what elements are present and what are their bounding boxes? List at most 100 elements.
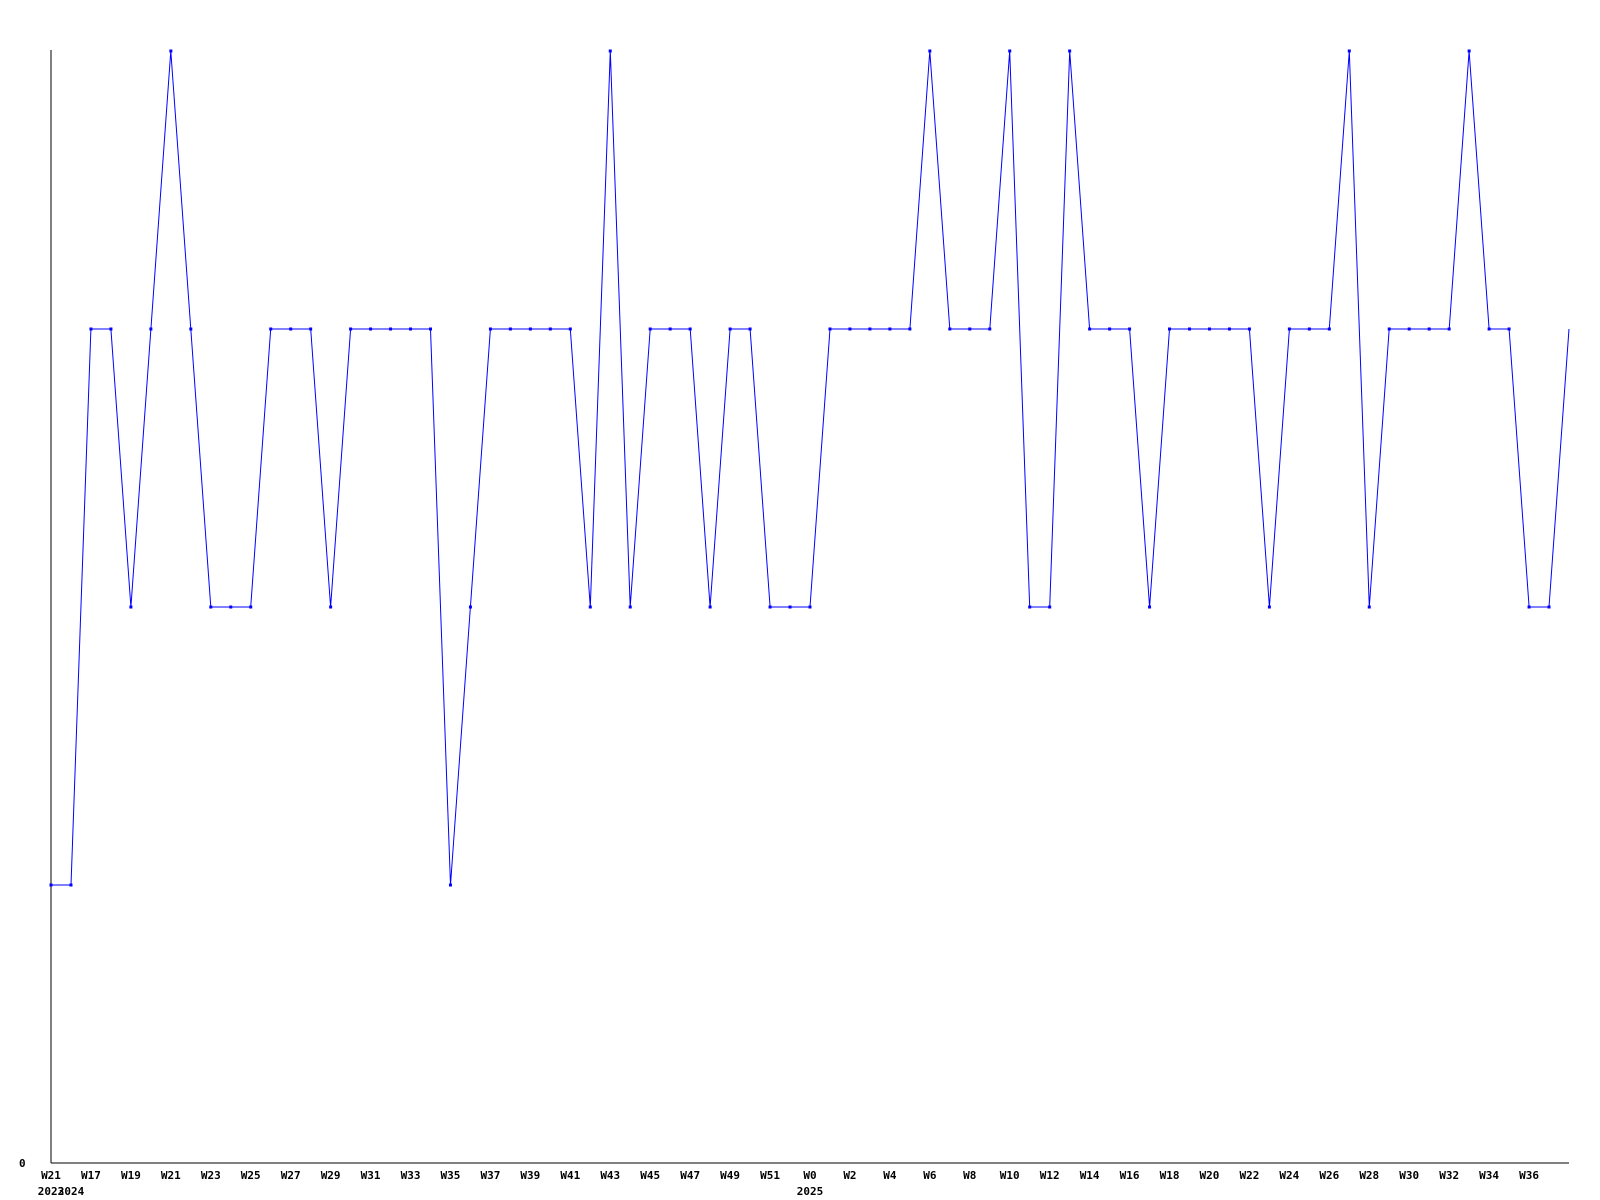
data-point bbox=[588, 605, 592, 609]
x-tick-label: W23 bbox=[201, 1169, 221, 1182]
data-point bbox=[1028, 605, 1032, 609]
x-tick-label: W4 bbox=[883, 1169, 897, 1182]
data-point bbox=[1168, 327, 1172, 331]
data-point bbox=[1068, 49, 1072, 53]
data-point bbox=[49, 883, 53, 887]
data-point bbox=[788, 605, 792, 609]
x-tick-label: W20 bbox=[1200, 1169, 1220, 1182]
x-tick-label: W49 bbox=[720, 1169, 740, 1182]
data-point bbox=[468, 605, 472, 609]
data-point bbox=[928, 49, 932, 53]
data-point bbox=[648, 327, 652, 331]
data-point bbox=[508, 327, 512, 331]
year-label: 2025 bbox=[797, 1185, 824, 1198]
data-point bbox=[908, 327, 912, 331]
data-point bbox=[109, 327, 113, 331]
x-tick-label: W25 bbox=[241, 1169, 261, 1182]
data-point bbox=[189, 327, 193, 331]
data-point bbox=[1148, 605, 1152, 609]
data-point bbox=[289, 327, 293, 331]
data-point bbox=[309, 327, 313, 331]
x-tick-label: W0 bbox=[803, 1169, 816, 1182]
x-tick-label: W21 bbox=[41, 1169, 61, 1182]
data-point bbox=[568, 327, 572, 331]
data-point bbox=[668, 327, 672, 331]
x-tick-label: W51 bbox=[760, 1169, 780, 1182]
data-point bbox=[1307, 327, 1311, 331]
x-tick-label: W21 bbox=[161, 1169, 181, 1182]
data-point bbox=[1267, 605, 1271, 609]
year-label: 2024 bbox=[58, 1185, 85, 1198]
x-tick-label: W10 bbox=[1000, 1169, 1020, 1182]
data-point bbox=[1287, 327, 1291, 331]
x-tick-label: W34 bbox=[1479, 1169, 1499, 1182]
data-point bbox=[1247, 327, 1251, 331]
data-point bbox=[1008, 49, 1012, 53]
data-point bbox=[968, 327, 972, 331]
data-point bbox=[1347, 49, 1351, 53]
x-tick-label: W36 bbox=[1519, 1169, 1539, 1182]
data-point bbox=[1507, 327, 1511, 331]
x-tick-label: W12 bbox=[1040, 1169, 1060, 1182]
data-point bbox=[1108, 327, 1112, 331]
data-point bbox=[1227, 327, 1231, 331]
x-tick-labels: W21 W17 W19 W21 W23 W25 W27 W29 W31 W33 W35 W37 W39 W… bbox=[38, 1169, 1540, 1198]
x-tick-label: W19 bbox=[121, 1169, 141, 1182]
data-point bbox=[988, 327, 992, 331]
data-point bbox=[768, 605, 772, 609]
x-tick-label: W24 bbox=[1279, 1169, 1299, 1182]
x-tick-label: W28 bbox=[1359, 1169, 1379, 1182]
data-point bbox=[628, 605, 632, 609]
data-point bbox=[1088, 327, 1092, 331]
data-point bbox=[89, 327, 93, 331]
x-tick-label: W14 bbox=[1080, 1169, 1100, 1182]
data-point bbox=[1387, 327, 1391, 331]
x-tick-label: W39 bbox=[520, 1169, 540, 1182]
data-point bbox=[69, 883, 73, 887]
x-tick-label: W22 bbox=[1239, 1169, 1259, 1182]
data-point bbox=[748, 327, 752, 331]
data-point bbox=[1447, 327, 1451, 331]
x-tick-label: W8 bbox=[963, 1169, 976, 1182]
data-point bbox=[349, 327, 353, 331]
data-point bbox=[1407, 327, 1411, 331]
data-point bbox=[1547, 605, 1551, 609]
data-point bbox=[1467, 49, 1471, 53]
x-tick-label: W47 bbox=[680, 1169, 700, 1182]
data-point bbox=[1327, 327, 1331, 331]
x-tick-label: W30 bbox=[1399, 1169, 1419, 1182]
axes: 0 bbox=[19, 50, 1569, 1170]
x-tick-label: W37 bbox=[480, 1169, 500, 1182]
data-point bbox=[608, 49, 612, 53]
x-tick-label: W17 bbox=[81, 1169, 101, 1182]
data-point bbox=[329, 605, 333, 609]
data-point bbox=[528, 327, 532, 331]
data-point bbox=[169, 49, 173, 53]
data-point bbox=[1048, 605, 1052, 609]
x-tick-label: W16 bbox=[1120, 1169, 1140, 1182]
data-point bbox=[1527, 605, 1531, 609]
data-point bbox=[1367, 605, 1371, 609]
data-point bbox=[149, 327, 153, 331]
data-point bbox=[888, 327, 892, 331]
data-point bbox=[548, 327, 552, 331]
data-point bbox=[249, 605, 253, 609]
x-tick-label: W33 bbox=[401, 1169, 421, 1182]
year-label: 2023 bbox=[38, 1185, 65, 1198]
data-point bbox=[409, 327, 413, 331]
x-tick-label: W29 bbox=[321, 1169, 341, 1182]
data-point bbox=[808, 605, 812, 609]
data-point bbox=[429, 327, 432, 331]
x-tick-label: W43 bbox=[600, 1169, 620, 1182]
data-point bbox=[369, 327, 373, 331]
x-tick-label: W2 bbox=[843, 1169, 856, 1182]
data-point bbox=[728, 327, 732, 331]
data-point bbox=[828, 327, 832, 331]
data-point bbox=[389, 327, 393, 331]
data-point bbox=[1207, 327, 1211, 331]
data-point bbox=[1487, 327, 1491, 331]
y-tick-label-0: 0 bbox=[19, 1157, 26, 1170]
series-line bbox=[51, 50, 1570, 886]
data-point bbox=[948, 327, 952, 331]
